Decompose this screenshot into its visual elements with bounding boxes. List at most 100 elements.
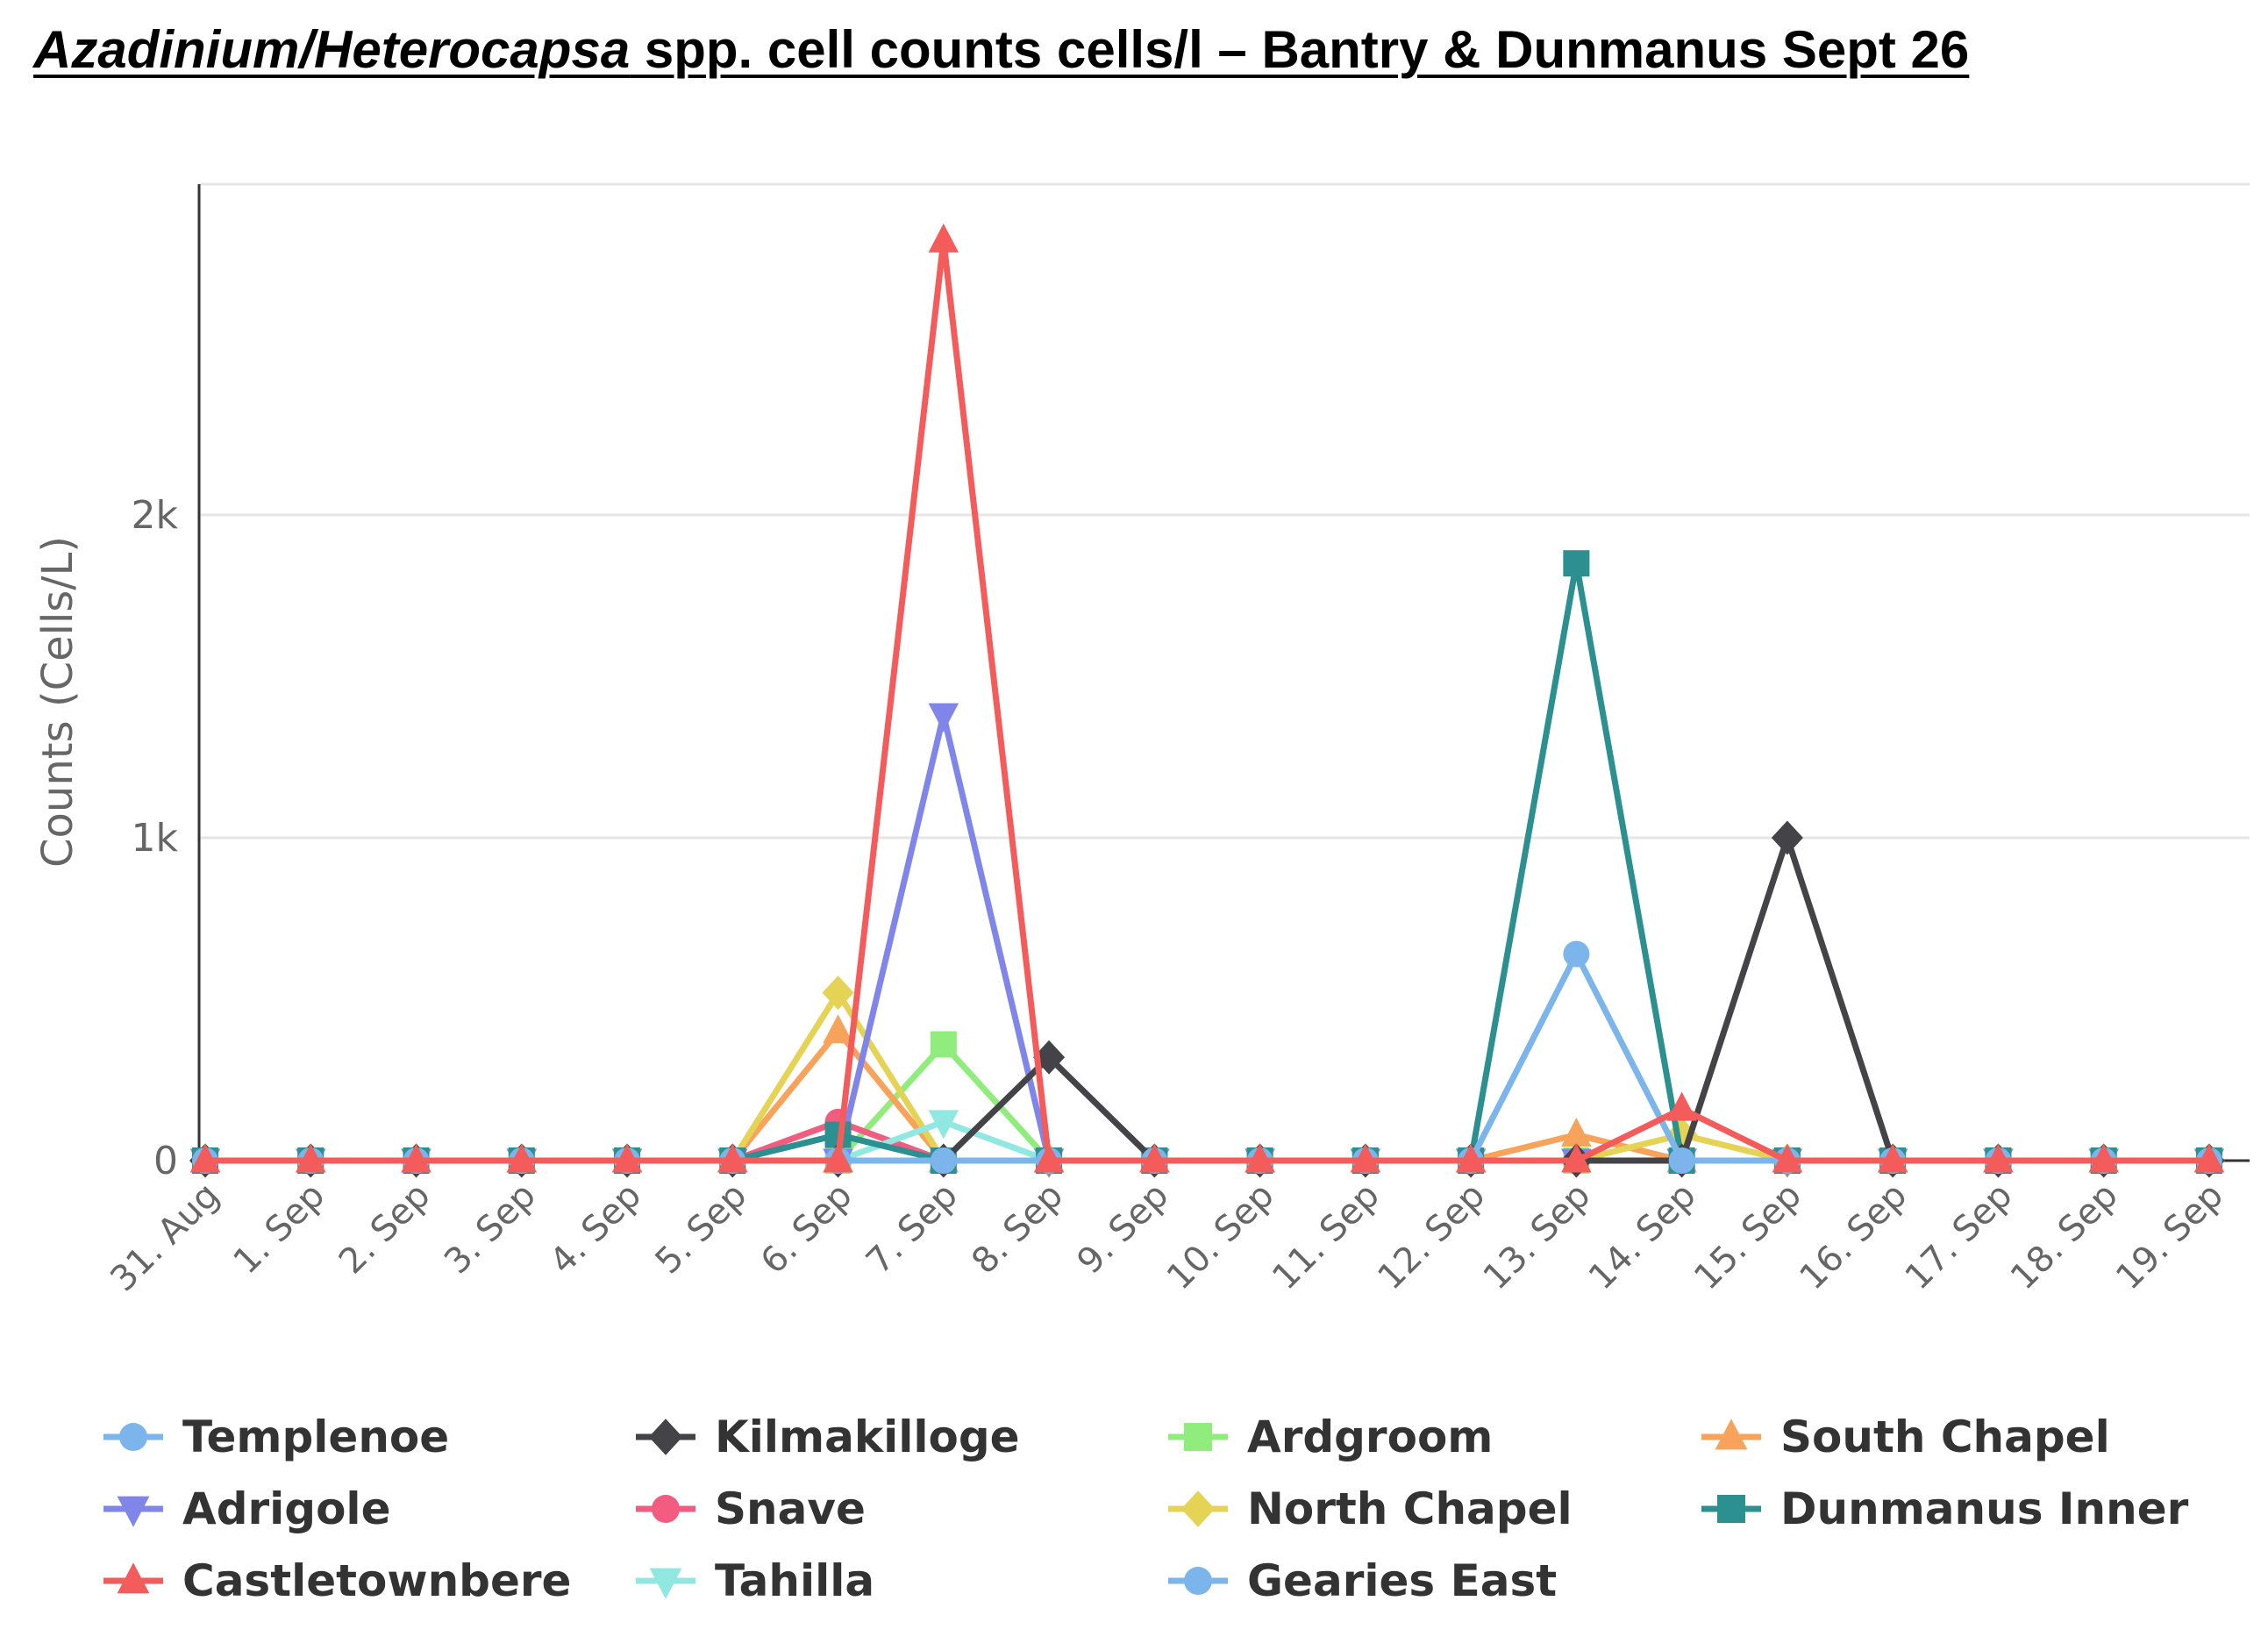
x-tick-label: 10. Sep <box>1159 1176 1282 1298</box>
legend-label: Adrigole <box>182 1483 390 1534</box>
data-point <box>1563 550 1590 577</box>
x-tick-label: 4. Sep <box>542 1176 649 1283</box>
data-point <box>930 1147 957 1174</box>
data-point <box>1563 940 1590 968</box>
x-tick-label: 11. Sep <box>1265 1176 1387 1298</box>
data-point <box>1561 1143 1592 1173</box>
data-point <box>717 1143 748 1173</box>
x-tick-label: 14. Sep <box>1581 1176 1704 1298</box>
y-tick-label: 1k <box>132 816 179 861</box>
legend-marker <box>1715 1419 1748 1450</box>
data-point <box>189 1143 221 1173</box>
legend-item: Dunmanus Inner <box>1701 1483 2189 1534</box>
series-castletownbere <box>189 223 2225 1173</box>
legend-label: Templenoe <box>182 1412 449 1462</box>
x-tick-label: 2. Sep <box>332 1176 439 1283</box>
data-point <box>928 703 959 733</box>
data-point <box>822 976 854 1011</box>
y-axis-label: Counts (Cells/L) <box>33 536 82 868</box>
legend-marker <box>117 1496 150 1527</box>
series-gearies-east <box>192 940 2222 1174</box>
x-tick-label: 19. Sep <box>2108 1176 2231 1298</box>
data-point <box>1771 820 1803 855</box>
data-point <box>611 1143 643 1173</box>
x-tick-label: 31. Aug <box>103 1176 227 1300</box>
data-point <box>823 1014 853 1044</box>
data-point <box>2193 1143 2225 1173</box>
x-tick-label: 18. Sep <box>2003 1176 2126 1298</box>
series-line <box>202 1041 2213 1164</box>
legend-item: Adrigole <box>103 1483 390 1534</box>
x-tick-label: 17. Sep <box>1898 1176 2021 1298</box>
data-point <box>506 1143 538 1173</box>
x-tick-label: 6. Sep <box>753 1176 860 1283</box>
series-line <box>202 950 2213 1164</box>
series-line <box>202 560 2213 1164</box>
x-tick-label: 1. Sep <box>226 1176 333 1283</box>
x-tick-label: 16. Sep <box>1792 1176 1915 1298</box>
title-rest: spp. cell counts cells/l – Bantry & Dunm… <box>630 20 1970 79</box>
data-point <box>1666 1091 1697 1121</box>
legend-item: Castletownbere <box>103 1555 571 1606</box>
legend-item: South Chapel <box>1701 1412 2110 1462</box>
data-point <box>2088 1143 2119 1173</box>
legend-marker <box>119 1423 147 1451</box>
legend-item: Snave <box>636 1483 866 1534</box>
data-point <box>1245 1143 1275 1173</box>
legend-item: North Chapel <box>1168 1483 1573 1534</box>
grid-lines <box>199 182 2250 840</box>
x-tick-label: 15. Sep <box>1687 1176 1809 1298</box>
data-point <box>1983 1143 2014 1173</box>
legend-marker <box>648 1419 683 1455</box>
y-tick-label: 0 <box>153 1139 178 1183</box>
series-adrigole <box>189 703 2225 1178</box>
legend-marker <box>1184 1567 1212 1595</box>
legend-label: North Chapel <box>1247 1483 1573 1534</box>
legend-item: Kilmakilloge <box>636 1412 1020 1462</box>
x-tick-label: 12. Sep <box>1370 1176 1493 1298</box>
legend-item: Templenoe <box>103 1412 449 1462</box>
legend-label: Dunmanus Inner <box>1780 1483 2189 1534</box>
legend-item: Tahilla <box>636 1555 874 1606</box>
data-point <box>1772 1143 1803 1173</box>
data-point <box>930 1031 957 1058</box>
data-point <box>1877 1143 1908 1173</box>
data-point <box>1139 1143 1170 1173</box>
page-title: Azadinium/Heterocapsa spp. cell counts c… <box>33 19 1969 80</box>
x-tick-label: 5. Sep <box>648 1176 755 1283</box>
data-point <box>1561 1118 1592 1147</box>
x-tick-label: 7. Sep <box>859 1176 966 1283</box>
series-dunmanus-inner <box>192 550 2222 1174</box>
data-point <box>1668 1147 1695 1174</box>
data-point <box>296 1143 326 1173</box>
x-tick-label: 13. Sep <box>1476 1176 1599 1298</box>
series-line <box>202 1119 2213 1164</box>
data-point <box>823 1143 853 1173</box>
x-tick-label: 3. Sep <box>437 1176 544 1283</box>
series-snave <box>192 1108 2222 1174</box>
series-north-chapel <box>189 976 2225 1178</box>
data-point <box>1033 1143 1065 1173</box>
series-south-chapel <box>189 1014 2225 1173</box>
data-point <box>928 223 959 253</box>
legend-label: Tahilla <box>715 1555 874 1606</box>
x-tick-label: 8. Sep <box>964 1176 1071 1283</box>
data-point <box>1455 1143 1487 1173</box>
legend-label: Kilmakilloge <box>715 1412 1020 1462</box>
series-line <box>202 1119 2213 1164</box>
series-tahilla <box>189 1110 2225 1178</box>
series-line <box>202 834 2213 1164</box>
series-line <box>202 237 2213 1164</box>
legend-marker <box>1184 1423 1212 1451</box>
series-ardgroom <box>192 1031 2222 1174</box>
data-point <box>1350 1143 1381 1173</box>
data-point <box>928 1110 959 1140</box>
series-kilmakilloge <box>189 820 2225 1178</box>
legend-item: Gearies East <box>1168 1555 1557 1606</box>
legend-marker <box>1717 1495 1745 1523</box>
legend-marker <box>1180 1490 1216 1527</box>
series-line <box>202 711 2213 1164</box>
legend-marker <box>649 1568 682 1599</box>
series-line <box>202 990 2213 1164</box>
